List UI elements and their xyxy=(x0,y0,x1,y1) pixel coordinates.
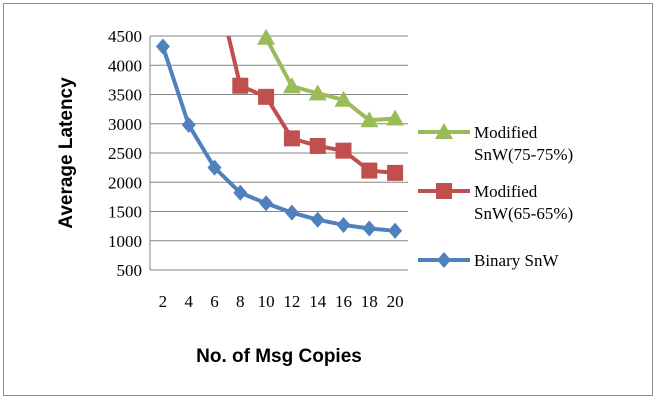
x-tick-label: 20 xyxy=(387,292,404,311)
data-point-0-4 xyxy=(257,28,276,45)
chart-frame xyxy=(3,3,653,396)
legend-swatch-marker xyxy=(436,183,452,199)
data-point-1-8 xyxy=(361,162,378,179)
legend-label: Binary SnW xyxy=(474,251,559,270)
data-point-0-7 xyxy=(334,90,353,107)
data-point-2-6 xyxy=(310,211,325,228)
data-point-2-0 xyxy=(155,38,170,55)
x-tick-label: 14 xyxy=(309,292,327,311)
data-point-2-2 xyxy=(207,159,222,176)
legend-swatch-marker xyxy=(435,123,453,139)
series-line-2 xyxy=(161,45,396,233)
y-tick-label: 4500 xyxy=(108,27,142,46)
y-tick-label: 2000 xyxy=(108,173,142,192)
data-point-2-9 xyxy=(388,222,403,239)
data-point-2-3 xyxy=(233,184,248,201)
data-point-0-9 xyxy=(386,109,405,126)
y-tick-label: 4000 xyxy=(108,56,142,75)
data-point-1-9 xyxy=(387,164,404,181)
data-point-2-7 xyxy=(336,216,351,233)
y-tick-label: 1500 xyxy=(108,203,142,222)
legend: Modified SnW(75-75%) Modified SnW(65-65%) Bi… xyxy=(418,123,573,270)
x-tick-label: 6 xyxy=(210,292,219,311)
data-point-2-4 xyxy=(259,195,274,212)
legend-entry: Modified SnW(75-75%) xyxy=(418,123,573,164)
y-tick-label: 2500 xyxy=(108,144,142,163)
y-tick-label: 500 xyxy=(117,261,143,280)
data-point-0-5 xyxy=(282,77,301,94)
legend-label: Modified xyxy=(474,123,538,142)
x-tick-label: 12 xyxy=(283,292,300,311)
data-point-2-5 xyxy=(284,204,299,221)
series-line-0 xyxy=(264,36,396,123)
x-tick-label: 18 xyxy=(361,292,378,311)
data-point-2-8 xyxy=(362,220,377,237)
data-point-1-4 xyxy=(258,88,275,105)
legend-entry: Binary SnW xyxy=(418,251,559,270)
x-tick-label: 16 xyxy=(335,292,352,311)
data-point-2-1 xyxy=(181,116,196,133)
legend-swatch-marker xyxy=(437,252,451,268)
legend-label: SnW(75-75%) xyxy=(474,145,573,164)
legend-label: Modified xyxy=(474,182,538,201)
x-axis-title: No. of Msg Copies xyxy=(196,346,362,367)
y-axis-title: Average Latency xyxy=(56,77,77,229)
data-point-0-6 xyxy=(308,84,327,101)
data-point-1-5 xyxy=(283,130,300,147)
legend-entry: Modified SnW(65-65%) xyxy=(418,182,573,223)
y-tick-label: 3500 xyxy=(108,86,142,105)
data-point-1-3 xyxy=(232,77,249,94)
data-point-1-7 xyxy=(335,142,352,159)
x-tick-label: 8 xyxy=(236,292,245,311)
y-tick-label: 3000 xyxy=(108,115,142,134)
legend-label: SnW(65-65%) xyxy=(474,204,573,223)
y-tick-label: 1000 xyxy=(108,232,142,251)
x-tick-label: 4 xyxy=(184,292,193,311)
x-tick-label: 2 xyxy=(159,292,168,311)
x-tick-label: 10 xyxy=(258,292,275,311)
data-point-0-8 xyxy=(360,111,379,128)
data-point-1-6 xyxy=(309,137,326,154)
